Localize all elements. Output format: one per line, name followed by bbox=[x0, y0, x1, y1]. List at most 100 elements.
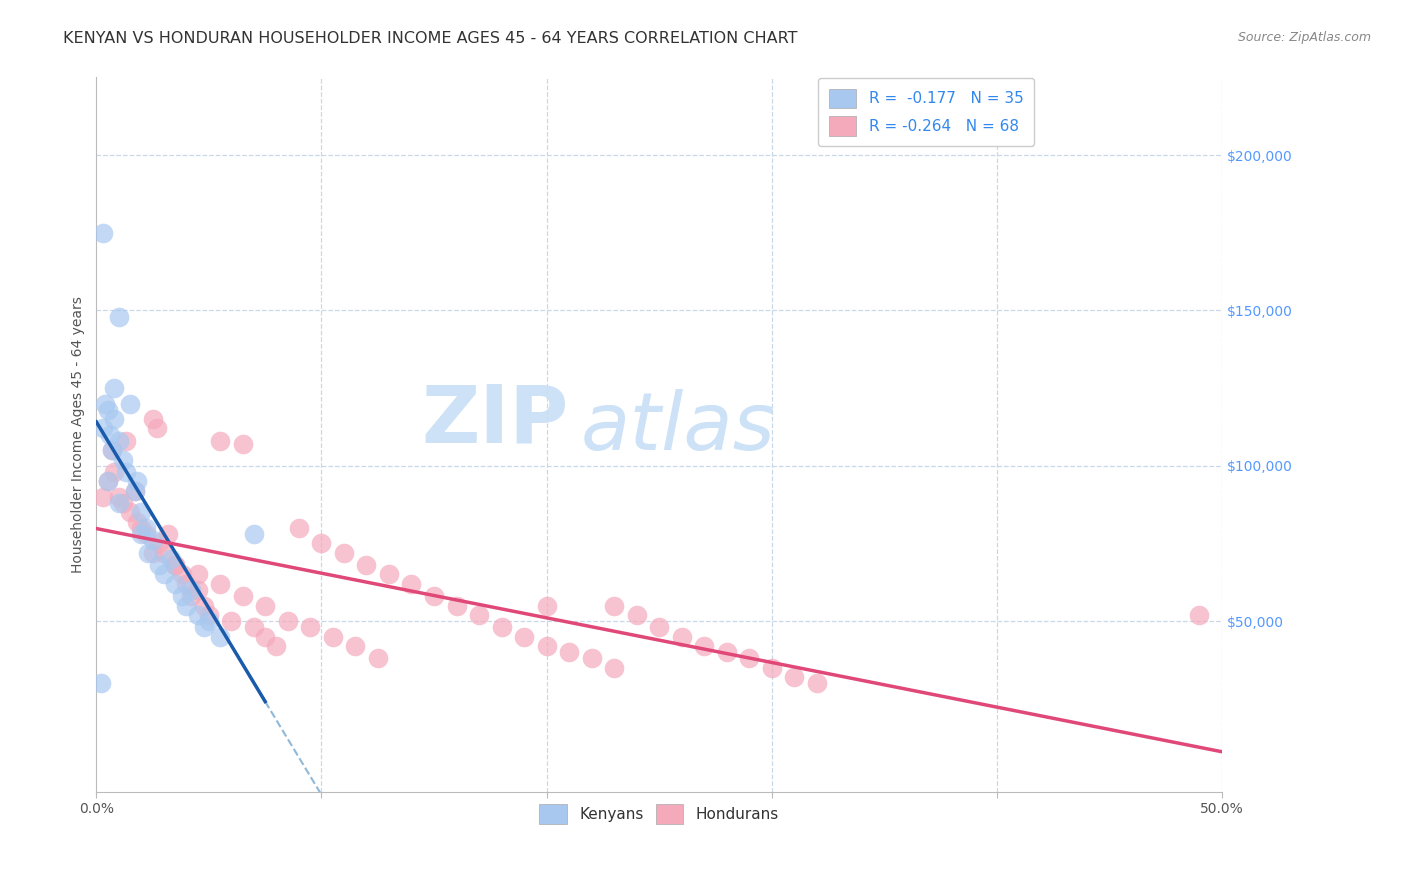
Point bbox=[135, 521, 157, 535]
Point bbox=[180, 582, 202, 597]
Point bbox=[170, 589, 193, 603]
Point bbox=[603, 661, 626, 675]
Point bbox=[136, 546, 159, 560]
Point bbox=[266, 639, 288, 653]
Point bbox=[693, 639, 716, 653]
Point bbox=[157, 527, 180, 541]
Point bbox=[401, 577, 423, 591]
Point bbox=[1188, 607, 1211, 622]
Point bbox=[209, 434, 232, 448]
Point bbox=[125, 475, 148, 489]
Point bbox=[114, 434, 136, 448]
Point bbox=[170, 567, 193, 582]
Point bbox=[146, 421, 169, 435]
Point bbox=[446, 599, 468, 613]
Point bbox=[135, 527, 157, 541]
Point bbox=[120, 505, 142, 519]
Point bbox=[101, 443, 124, 458]
Point bbox=[103, 381, 125, 395]
Point bbox=[232, 437, 254, 451]
Point bbox=[581, 651, 603, 665]
Point bbox=[90, 676, 112, 690]
Point bbox=[165, 558, 187, 573]
Point bbox=[322, 630, 344, 644]
Point bbox=[108, 310, 131, 324]
Point bbox=[423, 589, 446, 603]
Point bbox=[187, 607, 209, 622]
Point bbox=[120, 397, 142, 411]
Point bbox=[97, 402, 120, 417]
Point bbox=[125, 515, 148, 529]
Point bbox=[165, 558, 187, 573]
Point bbox=[91, 490, 114, 504]
Point bbox=[97, 475, 120, 489]
Point bbox=[491, 620, 513, 634]
Point bbox=[536, 599, 558, 613]
Point bbox=[153, 546, 176, 560]
Point bbox=[159, 552, 181, 566]
Point bbox=[356, 558, 378, 573]
Point bbox=[103, 465, 125, 479]
Legend: Kenyans, Hondurans: Kenyans, Hondurans bbox=[529, 793, 789, 834]
Point bbox=[94, 397, 117, 411]
Point bbox=[124, 483, 146, 498]
Point bbox=[198, 607, 221, 622]
Point bbox=[131, 521, 153, 535]
Point bbox=[344, 639, 367, 653]
Point bbox=[254, 630, 277, 644]
Point bbox=[783, 670, 806, 684]
Point bbox=[378, 567, 401, 582]
Point bbox=[142, 412, 165, 426]
Y-axis label: Householder Income Ages 45 - 64 years: Householder Income Ages 45 - 64 years bbox=[72, 296, 86, 574]
Point bbox=[333, 546, 356, 560]
Point bbox=[806, 676, 828, 690]
Point bbox=[108, 490, 131, 504]
Point bbox=[91, 226, 114, 240]
Point bbox=[153, 567, 176, 582]
Point bbox=[187, 567, 209, 582]
Point bbox=[101, 443, 124, 458]
Point bbox=[176, 599, 198, 613]
Point bbox=[288, 521, 311, 535]
Point bbox=[97, 475, 120, 489]
Point bbox=[367, 651, 389, 665]
Point bbox=[761, 661, 783, 675]
Point bbox=[299, 620, 322, 634]
Point bbox=[558, 645, 581, 659]
Point bbox=[193, 599, 215, 613]
Point bbox=[131, 505, 153, 519]
Point bbox=[103, 412, 125, 426]
Point bbox=[108, 434, 131, 448]
Point bbox=[671, 630, 693, 644]
Point bbox=[648, 620, 671, 634]
Point bbox=[232, 589, 254, 603]
Point bbox=[603, 599, 626, 613]
Point bbox=[209, 577, 232, 591]
Point bbox=[112, 496, 135, 510]
Point bbox=[209, 630, 232, 644]
Text: atlas: atlas bbox=[581, 389, 775, 467]
Point bbox=[243, 620, 266, 634]
Point bbox=[243, 527, 266, 541]
Point bbox=[98, 427, 121, 442]
Point bbox=[142, 533, 165, 548]
Point bbox=[112, 452, 135, 467]
Point bbox=[311, 536, 333, 550]
Point bbox=[468, 607, 491, 622]
Point bbox=[176, 577, 198, 591]
Text: ZIP: ZIP bbox=[422, 382, 569, 459]
Text: KENYAN VS HONDURAN HOUSEHOLDER INCOME AGES 45 - 64 YEARS CORRELATION CHART: KENYAN VS HONDURAN HOUSEHOLDER INCOME AG… bbox=[63, 31, 797, 46]
Point bbox=[124, 483, 146, 498]
Point bbox=[148, 558, 170, 573]
Point bbox=[277, 614, 299, 628]
Point bbox=[738, 651, 761, 665]
Point bbox=[187, 582, 209, 597]
Point bbox=[108, 496, 131, 510]
Point bbox=[142, 546, 165, 560]
Point bbox=[716, 645, 738, 659]
Point bbox=[131, 527, 153, 541]
Point bbox=[254, 599, 277, 613]
Point bbox=[114, 465, 136, 479]
Point bbox=[513, 630, 536, 644]
Point bbox=[91, 421, 114, 435]
